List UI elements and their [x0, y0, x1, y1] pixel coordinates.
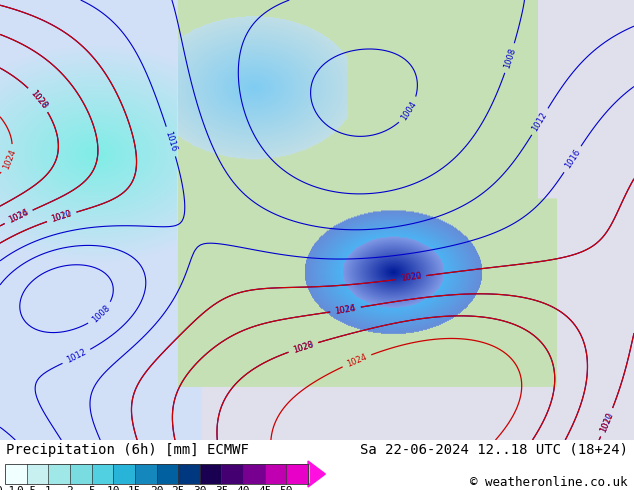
Text: 1012: 1012 — [400, 272, 422, 283]
Text: 50: 50 — [280, 486, 293, 490]
Text: 1020: 1020 — [292, 340, 314, 355]
Bar — [27, 464, 48, 484]
Text: 1016: 1016 — [164, 130, 178, 153]
Bar — [92, 464, 113, 484]
Bar — [157, 464, 178, 484]
Bar — [287, 464, 308, 484]
Bar — [135, 464, 157, 484]
Text: 1024: 1024 — [346, 352, 368, 369]
Text: 40: 40 — [236, 486, 250, 490]
Text: Precipitation (6h) [mm] ECMWF: Precipitation (6h) [mm] ECMWF — [6, 442, 249, 457]
Bar — [178, 464, 200, 484]
Text: 0.1: 0.1 — [0, 486, 15, 490]
Text: 15: 15 — [128, 486, 141, 490]
Text: 35: 35 — [215, 486, 228, 490]
Text: 1016: 1016 — [334, 303, 357, 316]
Text: 1008: 1008 — [502, 47, 517, 70]
Text: 5: 5 — [88, 486, 95, 490]
Text: 20: 20 — [150, 486, 164, 490]
Bar — [70, 464, 92, 484]
Text: © weatheronline.co.uk: © weatheronline.co.uk — [470, 476, 628, 489]
Text: 30: 30 — [193, 486, 207, 490]
Text: 1024: 1024 — [1, 148, 18, 171]
Text: 1020: 1020 — [400, 272, 422, 283]
Bar — [48, 464, 70, 484]
Text: 1020: 1020 — [598, 411, 615, 434]
Bar — [221, 464, 243, 484]
Text: 25: 25 — [171, 486, 185, 490]
Text: 1012: 1012 — [598, 411, 615, 434]
Bar — [243, 464, 265, 484]
Text: 1016: 1016 — [7, 208, 30, 225]
Text: 0.5: 0.5 — [16, 486, 37, 490]
Bar — [200, 464, 221, 484]
Text: 1012: 1012 — [65, 348, 88, 365]
Text: 1012: 1012 — [531, 110, 549, 133]
Text: 1028: 1028 — [292, 340, 314, 355]
Text: 1024: 1024 — [335, 303, 356, 316]
Text: 10: 10 — [107, 486, 120, 490]
Text: 1004: 1004 — [399, 99, 418, 122]
FancyArrow shape — [308, 461, 325, 487]
Text: 2: 2 — [67, 486, 74, 490]
Text: Sa 22-06-2024 12..18 UTC (18+24): Sa 22-06-2024 12..18 UTC (18+24) — [359, 442, 628, 457]
Text: 1020: 1020 — [50, 209, 73, 224]
Text: 1: 1 — [45, 486, 52, 490]
Bar — [265, 464, 287, 484]
Text: 1008: 1008 — [90, 303, 112, 324]
Text: 1028: 1028 — [29, 89, 49, 111]
Text: 1020: 1020 — [29, 89, 49, 110]
Text: 1016: 1016 — [563, 148, 582, 171]
Text: 45: 45 — [258, 486, 271, 490]
Bar — [5, 464, 308, 484]
Bar — [113, 464, 135, 484]
Bar — [5, 464, 27, 484]
Text: 1012: 1012 — [50, 209, 73, 224]
Text: 1024: 1024 — [7, 208, 30, 225]
